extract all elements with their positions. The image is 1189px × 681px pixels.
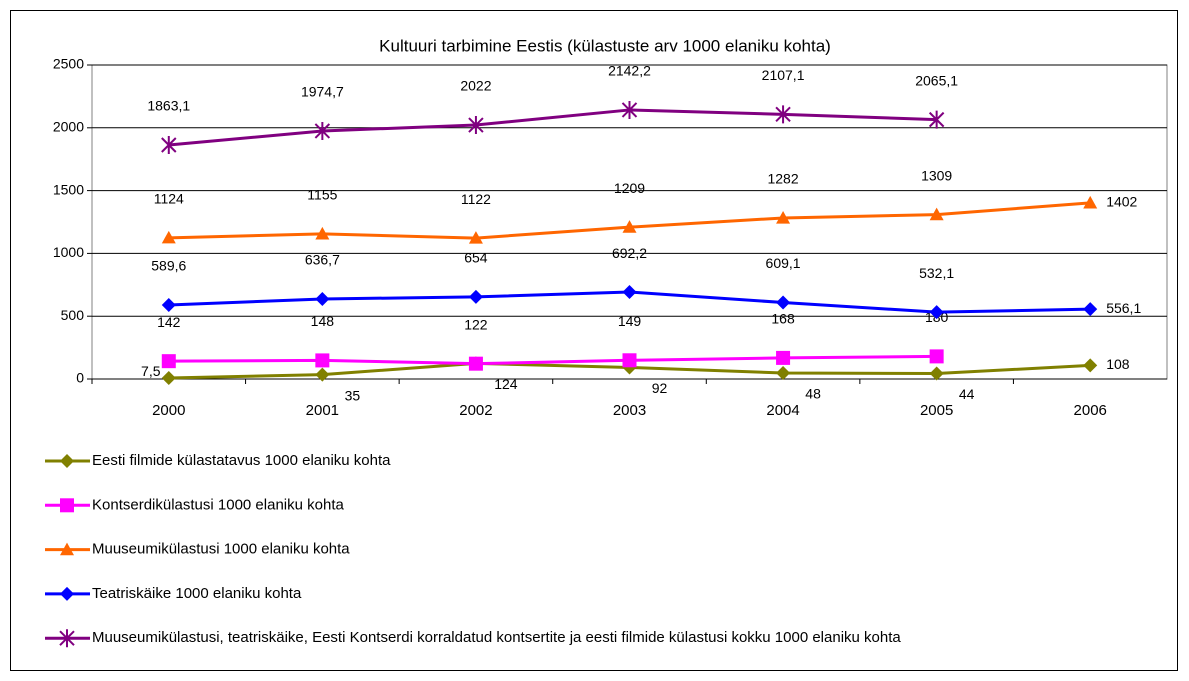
data-label: 92 (652, 380, 668, 396)
data-label: 148 (311, 313, 335, 329)
data-label: 1863,1 (147, 98, 190, 114)
data-label: 48 (805, 386, 821, 402)
data-label: 556,1 (1106, 300, 1141, 316)
data-label: 108 (1106, 356, 1130, 372)
data-point (161, 371, 176, 386)
data-label: 2142,2 (608, 63, 651, 79)
legend-label: Kontserdikülastusi 1000 elaniku kohta (92, 496, 344, 513)
data-point (468, 116, 484, 135)
data-point (468, 356, 483, 371)
legend-marker (59, 629, 75, 648)
data-label: 1124 (154, 191, 184, 207)
x-tick-label: 2003 (613, 402, 646, 419)
data-point (161, 354, 176, 369)
data-point (161, 297, 176, 312)
data-label: 1155 (307, 187, 337, 203)
chart-title: Kultuuri tarbimine Eestis (külastuste ar… (379, 36, 831, 55)
legend-marker (60, 542, 74, 556)
y-tick-label: 1500 (53, 181, 84, 197)
legend-marker (60, 498, 74, 513)
data-label: 1974,7 (301, 84, 344, 100)
data-label: 654 (464, 250, 488, 266)
data-label: 636,7 (305, 252, 340, 268)
series-line (168, 108, 937, 147)
data-label: 609,1 (766, 255, 801, 271)
data-point (468, 231, 483, 244)
y-tick-label: 500 (61, 307, 85, 323)
legend-label: Eesti filmide külastatavus 1000 elaniku … (92, 452, 391, 469)
data-point (468, 289, 483, 304)
data-point (928, 110, 945, 129)
data-point (622, 353, 637, 368)
data-point (776, 210, 791, 224)
y-tick-label: 1000 (53, 244, 84, 260)
data-point (776, 365, 791, 380)
data-point (929, 366, 944, 381)
data-label: 692,2 (612, 245, 647, 261)
x-tick-label: 2001 (306, 402, 339, 419)
y-tick-label: 0 (76, 370, 84, 386)
data-point (929, 305, 944, 320)
data-point (1083, 302, 1098, 317)
data-label: 149 (618, 313, 642, 329)
y-tick-label: 2000 (53, 119, 84, 135)
data-point (622, 285, 637, 300)
data-point (161, 135, 177, 154)
data-label: 168 (771, 311, 795, 327)
data-label: 1122 (461, 191, 491, 207)
x-tick-label: 2005 (920, 402, 953, 419)
x-tick-label: 2006 (1074, 402, 1107, 419)
y-tick-label: 2500 (53, 56, 84, 72)
data-label: 142 (157, 314, 181, 330)
data-label: 44 (959, 386, 975, 402)
data-point (315, 292, 330, 307)
data-point (776, 295, 791, 310)
data-point (314, 121, 331, 140)
data-label: 2107,1 (762, 67, 805, 83)
data-label: 532,1 (919, 265, 954, 281)
legend-label: Muuseumikülastusi 1000 elaniku kohta (92, 541, 350, 558)
data-label: 2022 (460, 78, 491, 94)
data-point (161, 230, 176, 244)
x-tick-label: 2000 (152, 402, 185, 419)
data-label: 122 (464, 316, 488, 332)
x-tick-label: 2002 (459, 402, 492, 419)
data-point (622, 220, 637, 233)
data-point (929, 207, 944, 221)
data-point (315, 226, 330, 240)
data-point (1083, 358, 1098, 373)
data-label: 1209 (614, 180, 645, 196)
data-label: 1309 (921, 167, 952, 183)
data-point (775, 105, 791, 124)
data-point (315, 367, 330, 382)
data-label: 7,5 (141, 363, 161, 379)
data-point (929, 349, 944, 364)
x-tick-label: 2004 (766, 402, 799, 419)
data-label: 35 (345, 387, 361, 403)
data-point (621, 100, 638, 119)
chart-frame (10, 10, 1178, 671)
data-label: 1402 (1106, 194, 1137, 210)
legend-marker (60, 454, 74, 468)
data-label: 2065,1 (915, 72, 958, 88)
data-label: 1282 (767, 171, 798, 187)
data-point (1083, 195, 1098, 209)
data-point (776, 350, 791, 365)
data-label: 589,6 (151, 258, 186, 274)
legend-label: Teatriskäike 1000 elaniku kohta (92, 585, 302, 602)
data-point (315, 353, 330, 368)
series-line (168, 354, 937, 366)
data-label: 124 (494, 376, 518, 392)
legend-marker (60, 586, 74, 601)
legend-label: Muuseumikülastusi, teatriskäike, Eesti K… (92, 629, 901, 646)
